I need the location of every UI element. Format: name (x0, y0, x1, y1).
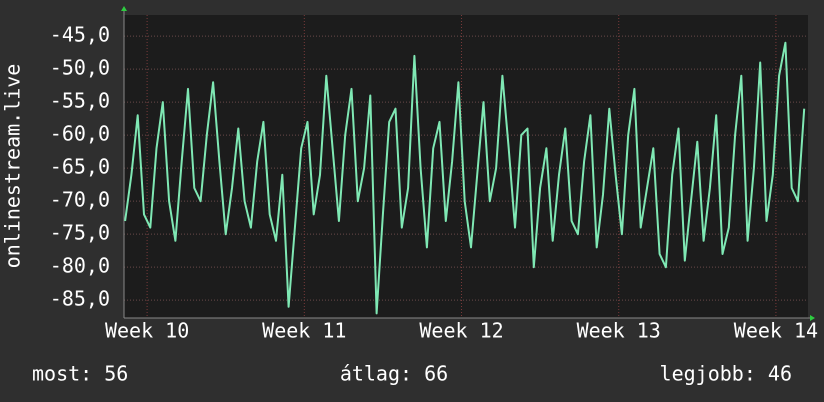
x-tick-label: Week 13 (577, 319, 661, 343)
x-tick-label: Week 10 (105, 319, 189, 343)
x-tick-label: Week 12 (419, 319, 503, 343)
y-tick-label: -85,0 (50, 287, 110, 311)
y-tick-label: -55,0 (50, 89, 110, 113)
y-axis-arrow (121, 6, 127, 11)
x-axis-arrow (810, 315, 815, 321)
y-tick-label: -75,0 (50, 221, 110, 245)
y-axis-label: onlinestream.live (1, 64, 25, 269)
y-tick-label: -50,0 (50, 56, 110, 80)
footer-best: legjobb: 46 (660, 362, 792, 386)
footer-current: most: 56 (32, 362, 128, 386)
x-tick-label: Week 14 (734, 319, 818, 343)
y-tick-label: -80,0 (50, 254, 110, 278)
series-line (124, 41, 806, 315)
y-tick-label: -70,0 (50, 188, 110, 212)
x-tick-label: Week 11 (262, 319, 346, 343)
y-tick-label: -60,0 (50, 122, 110, 146)
y-tick-label: -45,0 (50, 23, 110, 47)
y-tick-label: -65,0 (50, 155, 110, 179)
footer-average: átlag: 66 (340, 362, 448, 386)
plot-area (124, 15, 808, 318)
